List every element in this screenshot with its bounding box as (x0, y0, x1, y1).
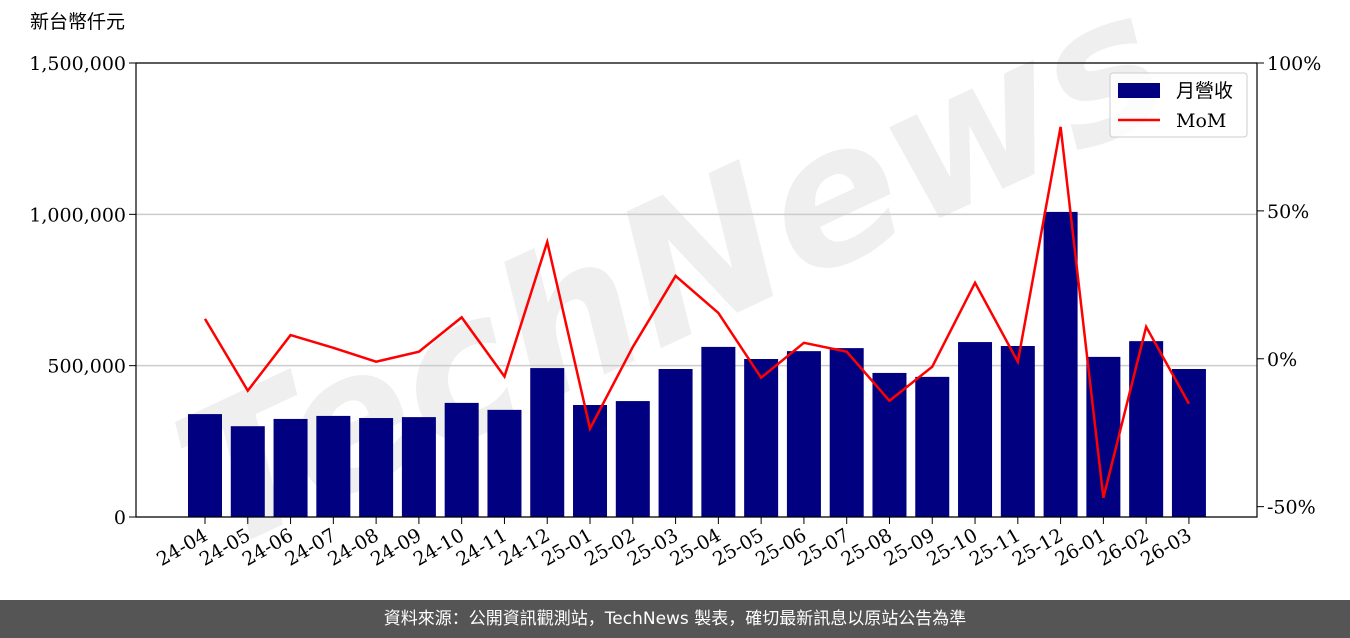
bar (487, 409, 522, 517)
plot-frame (135, 62, 1258, 518)
y-tick-label: 0 (114, 507, 126, 529)
bar (1043, 211, 1078, 518)
bar (273, 418, 308, 517)
y2-tick-label: 0% (1267, 349, 1297, 371)
x-tick-label: 26-03 (1137, 524, 1195, 570)
bar (786, 351, 821, 517)
bar (615, 401, 650, 517)
y2-tick-label: -50% (1267, 497, 1316, 519)
y2-tick-label: 50% (1267, 201, 1309, 223)
line (203, 126, 1191, 499)
y-tick-label: 1,000,000 (29, 204, 126, 226)
y-tick-label: 500,000 (47, 356, 126, 378)
chart: 新台幣仟元 TechNews 0500,0001,000,0001,500,00… (29, 0, 1321, 594)
bar (829, 348, 864, 517)
bar (958, 342, 993, 517)
y-tick-label: 1,500,000 (29, 53, 126, 75)
bar (401, 417, 436, 517)
footer: 資料來源：公開資訊觀測站，TechNews 製表，確切最新訊息以原站公告為準 (0, 600, 1350, 638)
bar (444, 402, 479, 517)
bar (915, 376, 950, 517)
bar (1171, 368, 1206, 517)
bar (359, 418, 394, 517)
bar (1000, 345, 1035, 517)
bar (573, 405, 608, 517)
bar (530, 368, 565, 517)
y2-tick-label: 100% (1267, 53, 1321, 75)
bar (658, 368, 693, 517)
bar (316, 415, 351, 517)
bar (188, 414, 222, 517)
bar (872, 372, 907, 517)
bar (230, 426, 265, 517)
legend-label: MoM (1176, 110, 1226, 132)
bar (1129, 341, 1164, 517)
legend-swatch (1118, 83, 1160, 98)
bar (744, 359, 779, 517)
legend-label: 月營收 (1176, 80, 1233, 102)
bar (701, 346, 736, 517)
y-axis-label: 新台幣仟元 (30, 11, 125, 33)
